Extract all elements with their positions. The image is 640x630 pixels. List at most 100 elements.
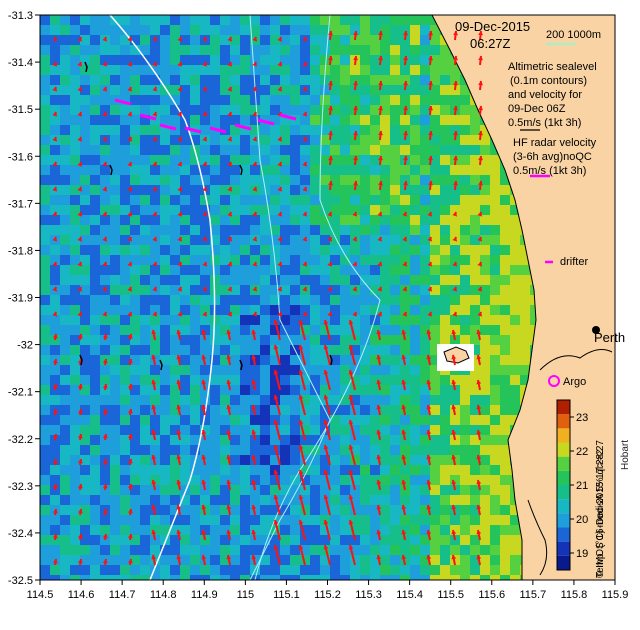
sst-cell: [460, 215, 470, 225]
sst-cell: [280, 225, 290, 235]
altimetry-vector-head: [478, 106, 484, 111]
sst-cell: [80, 495, 90, 505]
isobath-shelf: [254, 15, 381, 580]
altimetry-vector-head: [476, 405, 482, 410]
sst-cell: [350, 145, 360, 155]
altimetry-vector-head: [102, 509, 108, 514]
sst-cell: [450, 425, 460, 435]
sst-cell: [40, 55, 50, 65]
sst-cell: [470, 335, 480, 345]
sst-cell: [490, 415, 500, 425]
altimetry-vector-head: [353, 81, 359, 86]
sst-cell: [420, 335, 430, 345]
sst-cell: [380, 215, 390, 225]
sst-cell: [240, 225, 250, 235]
altimetry-vector-head: [252, 37, 258, 42]
sst-cell: [370, 75, 380, 85]
altimetry-vector-head: [302, 112, 308, 117]
sst-cell: [250, 195, 260, 205]
sst-cell: [500, 495, 510, 505]
sst-cell: [420, 125, 430, 135]
sst-cell: [380, 295, 390, 305]
sst-cell: [490, 155, 500, 165]
altimetry-vector-head: [251, 380, 257, 385]
sst-cell: [50, 415, 60, 425]
sst-cell: [50, 475, 60, 485]
sst-cell: [440, 555, 450, 565]
sst-cell: [140, 125, 150, 135]
x-tick-label: 115.2: [314, 589, 341, 601]
sst-cell: [470, 565, 480, 575]
sst-cell: [190, 225, 200, 235]
sst-cell: [120, 245, 130, 255]
altimetry-vector-head: [427, 212, 433, 217]
sst-cell: [520, 345, 530, 355]
sst-cell: [260, 395, 270, 405]
sst-cell: [200, 145, 210, 155]
sst-cell: [130, 115, 140, 125]
sst-cell: [390, 245, 400, 255]
sst-cell: [100, 55, 110, 65]
sst-cell: [280, 365, 290, 375]
sst-cell: [160, 435, 170, 445]
sst-cell: [440, 245, 450, 255]
sst-cell: [100, 475, 110, 485]
sst-cell: [410, 135, 420, 145]
sst-cell: [440, 45, 450, 55]
sst-cell: [220, 495, 230, 505]
sst-cell: [480, 195, 490, 205]
sst-cell: [360, 75, 370, 85]
altimetry-vector-head: [102, 559, 108, 564]
sst-cell: [430, 385, 440, 395]
sst-cell: [190, 285, 200, 295]
sst-cell: [90, 385, 100, 395]
sst-cell: [380, 65, 390, 75]
altimetry-vector-head: [273, 495, 279, 500]
sst-cell: [510, 505, 520, 515]
sst-cell: [460, 195, 470, 205]
sst-cell: [210, 55, 220, 65]
sst-cell: [200, 65, 210, 75]
sst-cell: [450, 145, 460, 155]
sst-cell: [40, 545, 50, 555]
sst-cell: [170, 165, 180, 175]
sst-cell: [230, 215, 240, 225]
sst-cell: [380, 185, 390, 195]
sst-cell: [470, 435, 480, 445]
sst-cell: [410, 205, 420, 215]
sst-cell: [290, 405, 300, 415]
sst-cell: [100, 345, 110, 355]
sst-cell: [460, 565, 470, 575]
sst-cell: [390, 45, 400, 55]
sst-cell: [320, 95, 330, 105]
sst-cell: [130, 305, 140, 315]
sst-cell: [180, 355, 190, 365]
sst-cell: [250, 345, 260, 355]
sst-cell: [120, 575, 130, 580]
sst-cell: [90, 365, 100, 375]
sst-cell: [140, 115, 150, 125]
sst-cell: [470, 465, 480, 475]
sst-cell: [370, 215, 380, 225]
sst-cell: [230, 385, 240, 395]
sst-cell: [440, 395, 450, 405]
sst-cell: [380, 35, 390, 45]
sst-cell: [430, 215, 440, 225]
sst-cell: [370, 575, 380, 580]
sst-cell: [310, 515, 320, 525]
sst-cell: [200, 75, 210, 85]
sst-cell: [500, 235, 510, 245]
sst-cell: [330, 85, 340, 95]
sst-cell: [70, 465, 80, 475]
sst-cell: [420, 35, 430, 45]
sst-cell: [410, 55, 420, 65]
colorbar-band: [557, 456, 570, 471]
sst-cell: [410, 385, 420, 395]
sst-cell: [70, 75, 80, 85]
sst-cell: [340, 475, 350, 485]
sst-cell: [420, 55, 430, 65]
sst-cell: [310, 115, 320, 125]
sst-cell: [200, 45, 210, 55]
altimetry-vector-head: [176, 505, 182, 510]
sst-cell: [260, 35, 270, 45]
